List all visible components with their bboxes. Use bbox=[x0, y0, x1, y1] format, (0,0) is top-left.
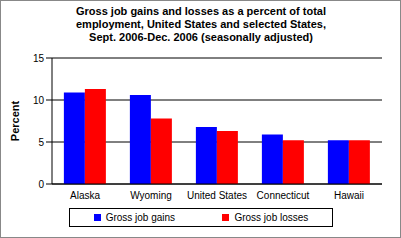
html-text:Gross job losses: Gross job losses bbox=[234, 212, 309, 223]
html-text:Gross job gains: Gross job gains bbox=[105, 212, 176, 223]
svg-text:United States: United States bbox=[187, 190, 247, 201]
html-text:Gross job gains and losses as: Gross job gains and losses as a percent … bbox=[76, 5, 326, 43]
svg-text:Percent: Percent bbox=[9, 100, 21, 141]
svg-text:15: 15 bbox=[33, 53, 45, 64]
svg-text:10: 10 bbox=[33, 95, 45, 106]
svg-text:Connecticut: Connecticut bbox=[257, 190, 310, 201]
svg-text:Hawaii: Hawaii bbox=[334, 190, 364, 201]
svg-text:0: 0 bbox=[38, 179, 44, 190]
svg-text:Alaska: Alaska bbox=[70, 190, 100, 201]
svg-text:Wyoming: Wyoming bbox=[130, 190, 172, 201]
svg-text:5: 5 bbox=[38, 137, 44, 148]
